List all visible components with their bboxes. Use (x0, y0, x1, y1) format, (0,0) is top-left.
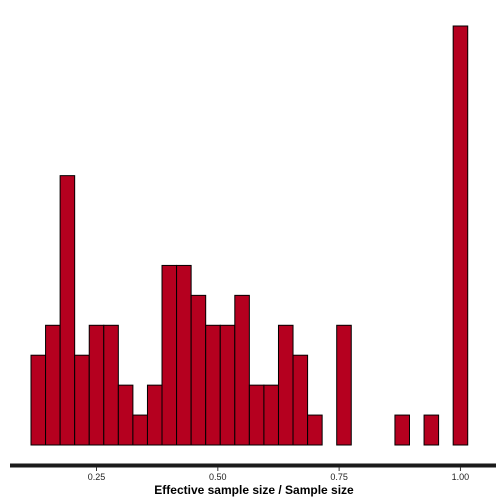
histogram-bar (161, 264, 178, 446)
x-tick-label: 1.00 (452, 472, 470, 482)
histogram-bar (423, 414, 440, 446)
x-axis-title: Effective sample size / Sample size (154, 483, 354, 497)
histogram-bar (176, 264, 192, 446)
bars-group (30, 25, 469, 446)
histogram-bar (103, 324, 119, 446)
histogram-bar (248, 384, 265, 446)
histogram-bar (452, 25, 469, 446)
histogram-bar (146, 384, 163, 446)
histogram-bar (74, 354, 90, 446)
histogram-bar (307, 414, 323, 446)
x-tick-label: 0.75 (330, 472, 348, 482)
histogram-bar (263, 384, 279, 446)
histogram-bar (132, 414, 148, 446)
histogram-bar (336, 324, 352, 446)
histogram-bar (45, 324, 61, 446)
histogram-bar (117, 384, 134, 446)
histogram-bar (394, 414, 410, 446)
histogram-bar (190, 294, 207, 446)
histogram-bar (88, 324, 105, 446)
histogram-bar (277, 324, 294, 446)
x-axis-ticks: 0.25 0.50 0.75 1.00 (88, 467, 469, 482)
histogram-bar (292, 354, 309, 446)
histogram-bar (219, 324, 236, 446)
x-tick-label: 0.50 (209, 472, 227, 482)
histogram-bar (59, 175, 76, 446)
histogram-bar (234, 294, 250, 446)
x-tick-label: 0.25 (88, 472, 106, 482)
histogram-bar (30, 354, 47, 446)
histogram-bar (205, 324, 221, 446)
